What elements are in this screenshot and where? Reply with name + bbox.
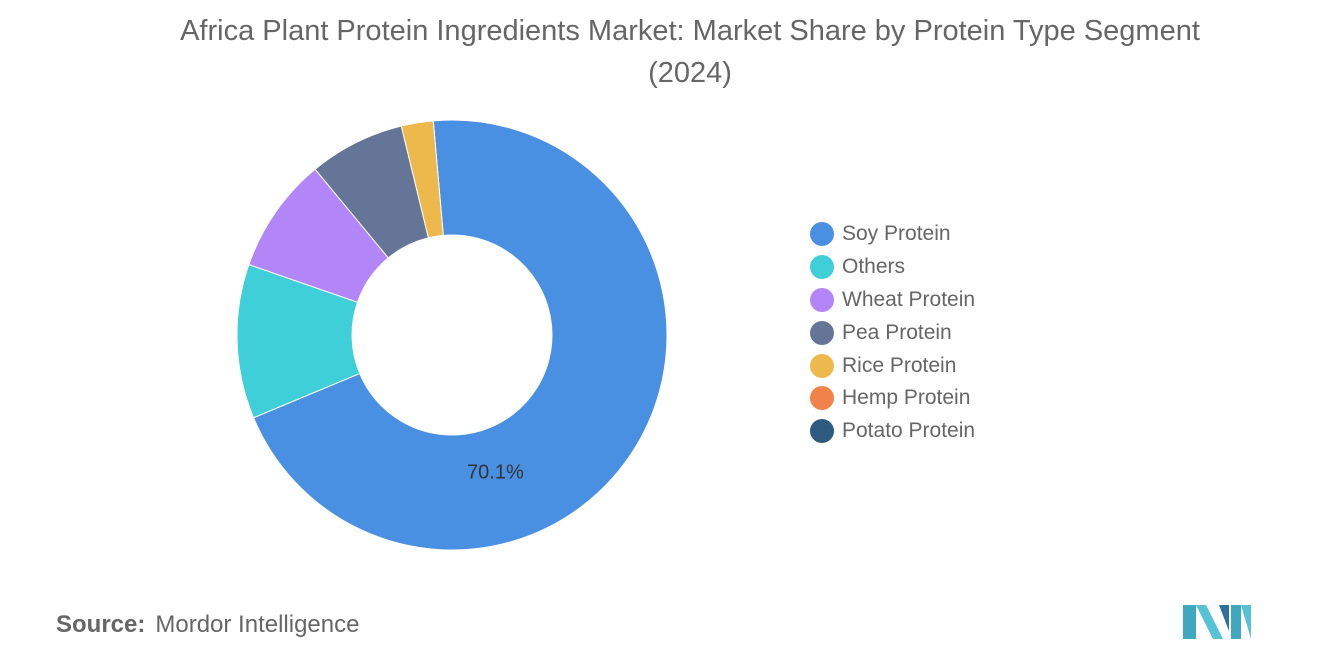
chart-legend: Soy Protein Others Wheat Protein Pea Protei…: [810, 218, 975, 448]
slice-label-soy-protein: 70.1%: [467, 462, 524, 484]
legend-item-rice-protein: Rice Protein: [810, 349, 975, 382]
source-note: Source: Mordor Intelligence: [56, 611, 359, 639]
legend-item-wheat-protein: Wheat Protein: [810, 284, 975, 317]
legend-swatch-rice-protein: [810, 353, 834, 378]
donut-slice-soy-protein: [252, 119, 668, 551]
legend-swatch-potato-protein: [810, 419, 834, 444]
legend-item-soy-protein: Soy Protein: [810, 218, 975, 251]
legend-item-potato-protein: Potato Protein: [810, 415, 975, 448]
legend-label-rice-protein: Rice Protein: [842, 353, 957, 377]
chart-title: Africa Plant Protein Ingredients Market:…: [180, 15, 1200, 89]
legend-label-others: Others: [842, 255, 906, 279]
source-label: Source:: [56, 611, 146, 638]
legend-label-pea-protein: Pea Protein: [842, 320, 952, 344]
donut-slice-rice-protein: [400, 120, 444, 239]
legend-swatch-soy-protein: [810, 222, 834, 247]
mordor-intelligence-logo-icon: [1183, 605, 1251, 639]
legend-swatch-wheat-protein: [810, 287, 834, 312]
legend-label-wheat-protein: Wheat Protein: [842, 287, 976, 311]
legend-swatch-pea-protein: [810, 320, 834, 345]
legend-label-hemp-protein: Hemp Protein: [842, 386, 971, 410]
legend-swatch-others: [810, 255, 834, 280]
donut-slice-labels: 70.1%: [467, 462, 524, 484]
legend-item-hemp-protein: Hemp Protein: [810, 382, 975, 415]
legend-swatch-hemp-protein: [810, 386, 834, 411]
legend-label-soy-protein: Soy Protein: [842, 222, 951, 246]
donut-slices: [236, 119, 668, 551]
legend-item-pea-protein: Pea Protein: [810, 316, 975, 349]
legend-item-others: Others: [810, 251, 975, 284]
legend-label-potato-protein: Potato Protein: [842, 419, 976, 443]
source-value: Mordor Intelligence: [155, 611, 360, 638]
